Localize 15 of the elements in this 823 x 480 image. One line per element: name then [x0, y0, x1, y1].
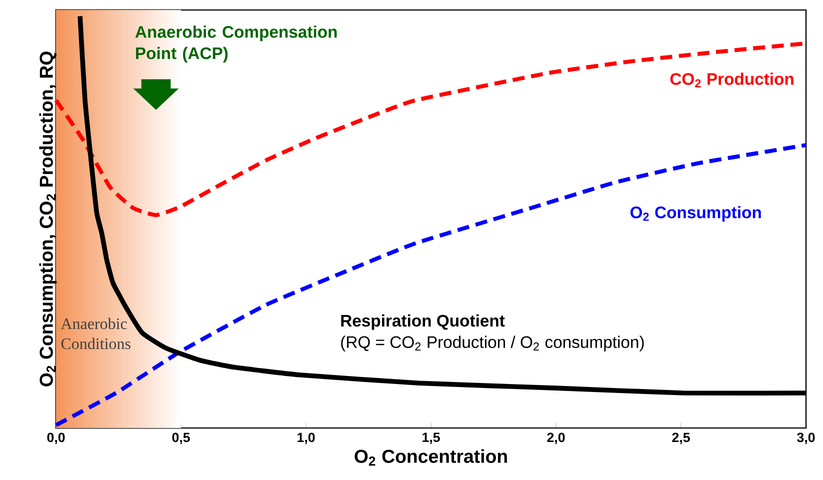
x-tick-label: 2,5 — [672, 432, 690, 444]
band-label: Anaerobic Conditions — [60, 318, 130, 350]
series-label: CO$_{2}$ Production — [670, 72, 794, 88]
x-axis-title: O$_{2}$ Concentration — [354, 449, 507, 466]
x-tick-label: 1,5 — [422, 432, 440, 444]
series-label: O$_{2}$ Consumption — [630, 206, 761, 222]
y-axis-title: O$_{2}$ Consumption, CO$_{2}$ Production, RQ — [39, 52, 57, 386]
annotation: Anaerobic Compensation Point (ACP) — [135, 26, 337, 62]
text: Respiration Quotient — [341, 314, 505, 330]
x-tick-label: 0,0 — [47, 432, 65, 444]
x-tick-label: 3,0 — [797, 432, 815, 444]
annotation: (RQ = CO$_{2}$ Production / O$_{2}$ consumption) — [341, 336, 644, 352]
x-tick-label: 0,5 — [172, 432, 190, 444]
x-tick-label: 1,0 — [298, 432, 315, 444]
x-tick-label: 2,0 — [547, 432, 565, 444]
